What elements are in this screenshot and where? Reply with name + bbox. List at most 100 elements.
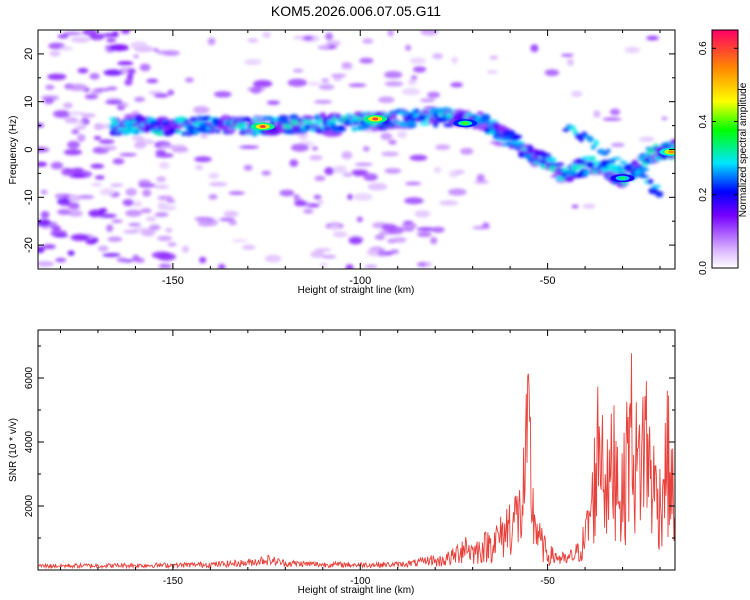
noise-blob <box>116 257 128 263</box>
noise-blob <box>397 131 408 139</box>
noise-blob <box>38 261 55 267</box>
ridge-blob <box>586 136 594 143</box>
ridge-blob <box>626 163 633 170</box>
noise-blob <box>460 147 474 155</box>
ridge-blob <box>651 184 662 189</box>
noise-blob <box>62 102 73 109</box>
noise-blob <box>63 149 82 156</box>
snr-panel: -150 -100 -50 2000 4000 6000 Height of straig… <box>8 329 676 596</box>
noise-blob <box>439 200 459 206</box>
noise-blob <box>157 195 174 201</box>
colorbar-tick-label: 0.0 <box>698 261 709 275</box>
noise-blob <box>75 125 87 130</box>
noise-blob <box>324 167 335 176</box>
colorbar-tick-label: 0.6 <box>698 41 709 55</box>
noise-blob <box>42 244 56 250</box>
ridge-blob <box>513 135 520 141</box>
ridge-blob <box>390 114 397 119</box>
ridge-blob <box>288 114 299 121</box>
noise-blob <box>425 261 432 267</box>
snr-y-tick-label: 2000 <box>24 494 35 517</box>
noise-blob <box>140 208 152 214</box>
noise-blob <box>200 132 208 139</box>
noise-blob <box>154 212 169 217</box>
noise-blob <box>427 91 441 99</box>
ridge-blob <box>568 125 576 131</box>
noise-blob <box>378 96 395 104</box>
noise-blob <box>111 219 123 223</box>
ridge-blob <box>480 114 491 121</box>
noise-blob <box>307 82 321 86</box>
noise-blob <box>38 123 45 128</box>
noise-blob <box>403 220 414 225</box>
noise-blob <box>68 83 88 91</box>
noise-blob <box>610 142 625 148</box>
noise-blob <box>159 144 175 149</box>
noise-blob <box>319 263 328 267</box>
snr-x-tick-label: -150 <box>163 576 183 587</box>
noise-blob <box>571 90 583 97</box>
noise-blob <box>231 239 248 243</box>
ridge-blob <box>476 111 484 115</box>
noise-blob <box>318 84 335 90</box>
spectrogram-y-label: Frequency (Hz) <box>8 116 19 185</box>
hotspot-4 <box>610 174 635 183</box>
noise-blob <box>90 163 105 169</box>
ridge-blob <box>562 127 571 132</box>
noise-blob <box>50 161 64 170</box>
noise-blob <box>45 84 55 90</box>
noise-blob <box>207 37 216 46</box>
spectrogram-x-label: Height of straight line (km) <box>298 285 415 296</box>
noise-blob <box>321 255 337 259</box>
noise-blob <box>57 34 69 39</box>
noise-blob <box>411 75 418 80</box>
noise-blob <box>315 248 332 252</box>
noise-blob <box>239 145 259 149</box>
noise-blob <box>64 116 72 121</box>
noise-blob <box>184 77 194 83</box>
noise-blob <box>450 82 464 88</box>
ridge-blob <box>181 131 187 137</box>
noise-blob <box>420 98 436 103</box>
noise-blob <box>416 231 432 238</box>
snr-y-tick-label: 6000 <box>24 366 35 389</box>
noise-blob <box>414 210 431 218</box>
ridge-blob <box>335 126 347 132</box>
noise-blob <box>593 110 601 118</box>
noise-blob <box>109 44 130 52</box>
noise-blob <box>208 194 218 200</box>
noise-blob <box>362 38 374 44</box>
noise-blob <box>199 256 207 264</box>
noise-blob <box>348 83 367 87</box>
noise-blob <box>392 237 407 243</box>
noise-blob <box>486 70 498 74</box>
ridge-blob <box>647 178 654 185</box>
noise-blob <box>208 172 220 180</box>
noise-blob <box>112 158 125 165</box>
noise-blob <box>388 139 397 145</box>
spectrogram-y-tick-label: -10 <box>23 189 35 205</box>
noise-blob <box>347 194 354 200</box>
noise-blob <box>571 204 579 209</box>
noise-blob <box>50 221 58 228</box>
colorbar-label: Normalized spectral amplitude <box>738 82 749 217</box>
ridge-blob <box>362 122 373 129</box>
noise-blob <box>145 216 157 222</box>
snr-frame <box>37 329 676 571</box>
ridge-blob <box>209 129 216 133</box>
noise-blob <box>155 149 167 155</box>
noise-blob <box>646 35 659 41</box>
noise-blob <box>401 88 421 96</box>
noise-blob <box>404 197 424 205</box>
noise-blob <box>247 38 259 43</box>
noise-blob <box>120 30 131 34</box>
spectrogram-y-tick-label: -20 <box>23 237 35 253</box>
noise-blob <box>134 96 146 102</box>
noise-blob <box>223 210 239 217</box>
noise-blob <box>228 220 238 226</box>
noise-blob <box>261 170 272 176</box>
noise-blob <box>71 129 80 135</box>
noise-blob <box>314 175 326 181</box>
noise-blob <box>489 55 499 60</box>
hotspot-core <box>462 121 469 125</box>
